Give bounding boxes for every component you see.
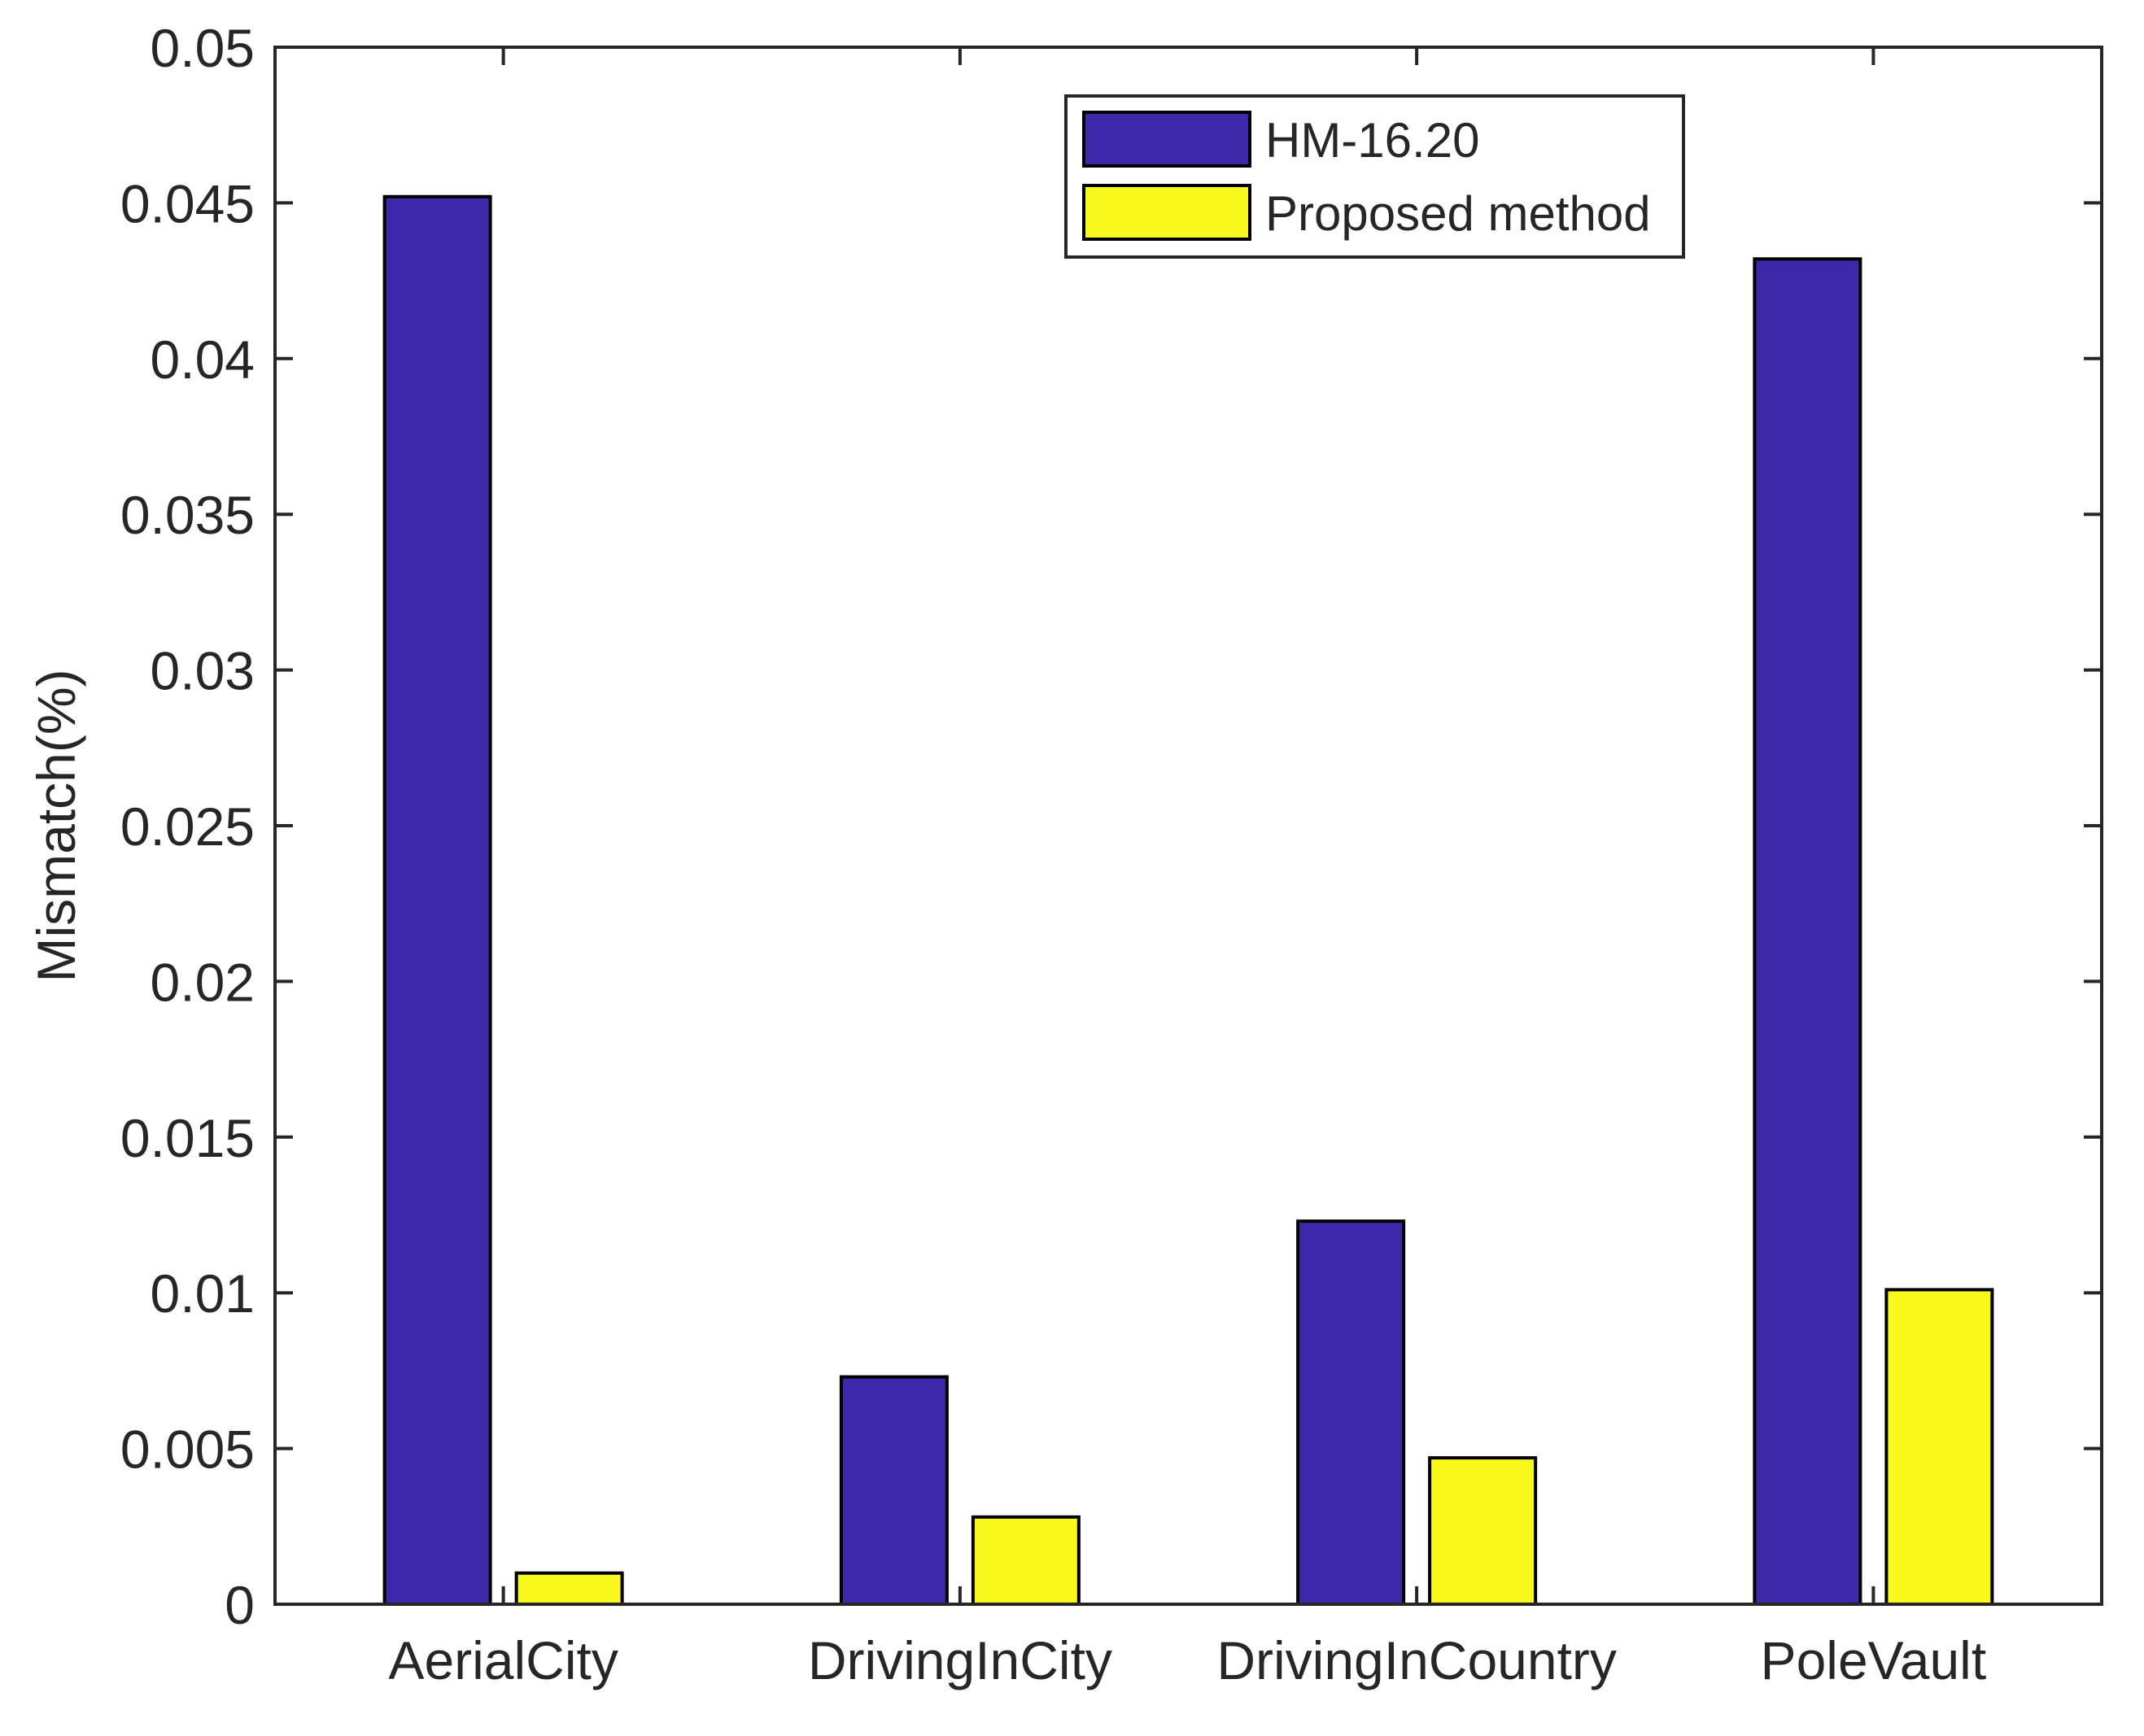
legend-label-proposed-method: Proposed method xyxy=(1265,186,1651,241)
x-tick-label-drivingincountry: DrivingInCountry xyxy=(1216,1630,1617,1690)
x-tick-label-polevault: PoleVault xyxy=(1761,1630,1987,1690)
bar-proposed-method-drivingincity xyxy=(971,1515,1081,1607)
legend-label-hm-16-20: HM-16.20 xyxy=(1265,113,1479,168)
y-tick-label: 0.02 xyxy=(151,952,255,1012)
bar-hm-16-20-polevault xyxy=(1753,257,1862,1607)
bar-hm-16-20-drivingincountry xyxy=(1296,1219,1406,1606)
x-tick-label-aerialcity: AerialCity xyxy=(388,1630,618,1690)
bars-layer xyxy=(382,194,1994,1607)
y-tick-label: 0.005 xyxy=(120,1420,255,1480)
y-tick-label: 0.015 xyxy=(120,1108,255,1168)
y-tick-label: 0.01 xyxy=(151,1263,255,1324)
bar-hm-16-20-aerialcity xyxy=(382,194,492,1606)
legend: HM-16.20 Proposed method xyxy=(1064,94,1685,259)
bar-proposed-method-polevault xyxy=(1884,1288,1994,1606)
y-tick-label: 0.05 xyxy=(151,18,255,78)
y-tick-label: 0.035 xyxy=(120,485,255,545)
bar-proposed-method-drivingincountry xyxy=(1428,1456,1538,1606)
y-tick-label: 0.025 xyxy=(120,796,255,857)
ticks-layer xyxy=(275,46,2102,1606)
y-tick-label: 0.04 xyxy=(151,329,255,390)
bar-hm-16-20-drivingincity xyxy=(839,1375,949,1607)
y-axis-label: Mismatch(%) xyxy=(26,669,86,982)
x-tick-label-drivingincity: DrivingInCity xyxy=(808,1630,1112,1690)
legend-swatch-proposed-method xyxy=(1082,184,1251,241)
legend-swatch-hm-16-20 xyxy=(1082,111,1251,168)
y-tick-labels: 0 0.005 0.01 0.015 0.02 0.025 0.03 0.035 0.04 0.0… xyxy=(120,18,255,1635)
bar-proposed-method-aerialcity xyxy=(514,1571,624,1606)
x-tick-labels: AerialCity DrivingInCity DrivingInCountry P… xyxy=(388,1630,1986,1690)
y-tick-label: 0.03 xyxy=(151,641,255,701)
y-tick-label: 0.045 xyxy=(120,173,255,233)
y-tick-label: 0 xyxy=(225,1575,255,1635)
